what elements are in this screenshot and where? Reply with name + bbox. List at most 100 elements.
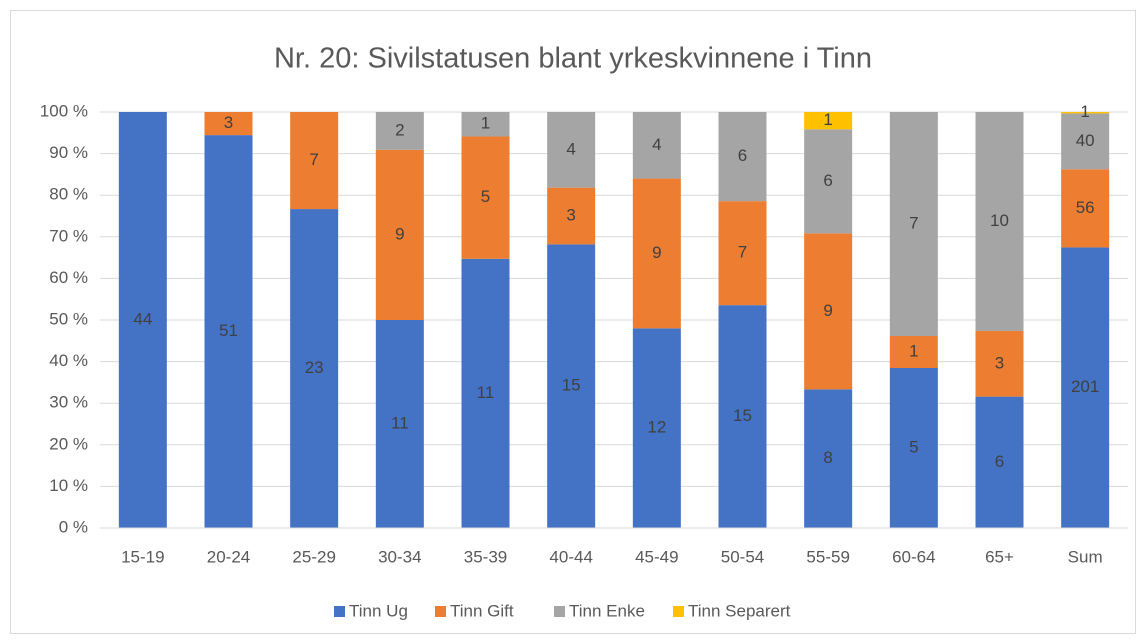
bar-segment — [1061, 113, 1110, 170]
data-label: 40 — [1076, 131, 1095, 150]
bar-segment — [889, 336, 938, 368]
data-label: 10 — [990, 211, 1009, 230]
bar-segment — [461, 112, 510, 137]
x-tick-label: 45-49 — [635, 547, 678, 566]
bar-segment — [375, 112, 424, 150]
data-label: 201 — [1071, 377, 1099, 396]
bar-segment — [889, 112, 938, 336]
x-tick-label: 30-34 — [378, 547, 421, 566]
data-label: 15 — [562, 376, 581, 395]
data-label: 6 — [823, 171, 832, 190]
data-label: 12 — [647, 418, 666, 437]
legend-swatch — [435, 606, 446, 617]
y-tick-label: 10 % — [49, 476, 88, 495]
bar-segment — [204, 112, 253, 136]
legend-label: Tinn Gift — [450, 601, 514, 620]
bar-segment — [804, 129, 853, 234]
data-label: 1 — [909, 341, 918, 360]
y-tick-label: 100 % — [40, 101, 88, 120]
legend-label: Tinn Ug — [349, 601, 408, 620]
bar-segment — [718, 201, 767, 306]
data-label: 6 — [738, 146, 747, 165]
bar-segment — [1061, 112, 1110, 114]
data-label: 7 — [738, 243, 747, 262]
data-label: 11 — [391, 413, 409, 432]
legend-swatch — [673, 606, 684, 617]
data-label: 7 — [309, 150, 318, 169]
bar-segment — [118, 112, 167, 528]
data-label: 11 — [477, 383, 495, 402]
y-tick-label: 60 % — [49, 268, 88, 287]
y-tick-label: 20 % — [49, 434, 88, 453]
bar-segment — [975, 112, 1024, 331]
data-label: 5 — [909, 437, 918, 456]
bar-segment — [804, 389, 853, 528]
data-label: 3 — [995, 353, 1004, 372]
data-label: 7 — [909, 213, 918, 232]
bar-segment — [204, 135, 253, 528]
data-label: 56 — [1076, 198, 1095, 217]
data-label: 5 — [481, 187, 490, 206]
bar-segment — [889, 368, 938, 528]
bar-segment — [632, 328, 681, 528]
data-label: 44 — [133, 309, 152, 328]
bar-segment — [718, 305, 767, 528]
bar-segment — [632, 112, 681, 179]
legend-label: Tinn Enke — [569, 601, 645, 620]
y-tick-label: 90 % — [49, 143, 88, 162]
bar-segment — [975, 330, 1024, 397]
data-label: 1 — [481, 114, 490, 133]
x-tick-label: 65+ — [985, 547, 1014, 566]
data-label: 9 — [823, 301, 832, 320]
bar-segment — [1061, 169, 1110, 248]
data-label: 23 — [305, 358, 324, 377]
bar-segment — [461, 258, 510, 528]
x-tick-label: Sum — [1068, 547, 1103, 566]
bar-segment — [290, 112, 339, 210]
bar-segment — [804, 233, 853, 390]
data-label: 4 — [566, 139, 575, 158]
data-label: 6 — [995, 452, 1004, 471]
x-tick-label: 55-59 — [806, 547, 849, 566]
x-tick-label: 50-54 — [721, 547, 764, 566]
x-tick-label: 20-24 — [207, 547, 250, 566]
data-label: 51 — [219, 321, 238, 340]
bar-segment — [718, 112, 767, 202]
bar-segment — [461, 136, 510, 259]
y-tick-label: 30 % — [49, 393, 88, 412]
data-label: 15 — [733, 406, 752, 425]
y-tick-label: 0 % — [59, 517, 88, 536]
legend-label: Tinn Separert — [688, 601, 791, 620]
legend-swatch — [334, 606, 345, 617]
y-tick-label: 50 % — [49, 309, 88, 328]
x-tick-label: 40-44 — [549, 547, 592, 566]
bar-segment — [290, 209, 339, 529]
bar-segment — [547, 112, 596, 188]
bar-segment — [375, 149, 424, 320]
data-label: 9 — [395, 224, 404, 243]
x-tick-label: 60-64 — [892, 547, 935, 566]
bar-segment — [375, 320, 424, 528]
data-label: 1 — [823, 110, 832, 129]
y-tick-label: 80 % — [49, 185, 88, 204]
chart-title: Nr. 20: Sivilstatusen blant yrkeskvinnen… — [274, 43, 872, 75]
bar-segment — [632, 178, 681, 329]
bar-segment — [547, 244, 596, 528]
data-label: 3 — [566, 205, 575, 224]
bar-segment — [1061, 247, 1110, 528]
data-label: 8 — [823, 448, 832, 467]
x-tick-label: 35-39 — [464, 547, 507, 566]
bar-segment — [804, 112, 853, 130]
y-tick-label: 40 % — [49, 351, 88, 370]
y-tick-label: 70 % — [49, 226, 88, 245]
x-tick-label: 25-29 — [292, 547, 335, 566]
data-label: 1 — [1080, 102, 1089, 121]
legend-swatch — [554, 606, 565, 617]
x-tick-label: 15-19 — [121, 547, 164, 566]
data-label: 2 — [395, 120, 404, 139]
data-label: 9 — [652, 243, 661, 262]
data-label: 3 — [224, 113, 233, 132]
bar-segment — [975, 396, 1024, 528]
data-label: 4 — [652, 135, 661, 154]
bar-segment — [547, 187, 596, 245]
